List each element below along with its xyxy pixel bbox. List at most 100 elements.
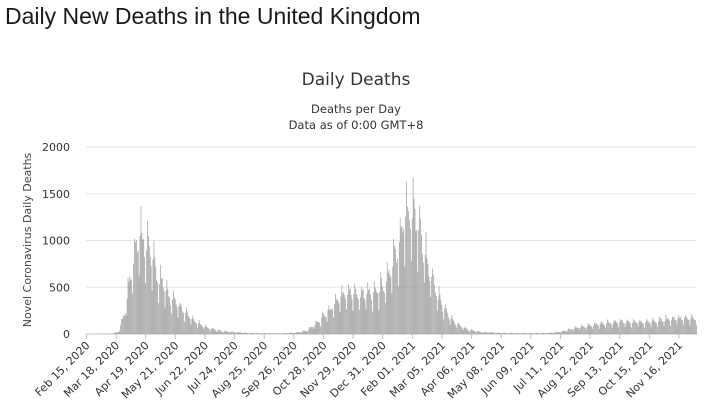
bar: [304, 330, 306, 334]
bar: [605, 327, 607, 334]
bar: [181, 306, 183, 334]
bar: [417, 272, 419, 334]
bar: [149, 256, 151, 334]
bar: [212, 328, 214, 334]
bar: [264, 333, 266, 334]
bar: [367, 281, 369, 334]
bar: [330, 309, 332, 334]
bar: [517, 332, 519, 334]
bar: [661, 321, 663, 334]
bar: [271, 333, 272, 334]
bar: [194, 321, 195, 334]
bar: [166, 280, 168, 334]
bar: [248, 333, 250, 334]
bar: [137, 250, 139, 334]
bar: [397, 258, 398, 334]
bar: [282, 333, 283, 334]
bar: [276, 333, 278, 334]
bar: [538, 333, 540, 334]
bar: [600, 321, 602, 334]
bar: [687, 319, 689, 334]
bar: [152, 259, 154, 334]
bar: [510, 332, 511, 334]
bar: [373, 281, 375, 334]
bar: [608, 321, 609, 334]
bar: [285, 333, 287, 334]
bar: [485, 332, 487, 334]
bar: [622, 322, 624, 334]
bar: [500, 333, 502, 334]
bar: [296, 331, 297, 334]
bar: [211, 328, 213, 334]
bar: [254, 333, 256, 334]
bar: [626, 319, 628, 334]
bar: [426, 258, 428, 334]
bar: [196, 323, 197, 334]
bar: [235, 332, 237, 334]
bar: [682, 320, 683, 334]
bar: [382, 286, 383, 334]
bar: [393, 239, 395, 334]
chart-subtitle-line-1: Deaths per Day: [311, 102, 401, 116]
bar: [270, 333, 271, 334]
bar: [533, 333, 534, 334]
bar: [324, 316, 326, 334]
bar: [348, 289, 350, 334]
bar: [583, 326, 584, 334]
bar: [454, 323, 456, 334]
bar: [308, 329, 309, 334]
bar: [182, 311, 183, 334]
bar: [335, 298, 337, 334]
bar: [322, 311, 323, 334]
bar: [297, 331, 298, 334]
bar: [492, 332, 494, 334]
bar: [409, 220, 410, 334]
bar: [386, 262, 388, 334]
bar: [258, 333, 259, 334]
bar: [593, 325, 594, 334]
bar: [515, 333, 517, 334]
bar: [356, 294, 357, 334]
bar: [346, 308, 347, 334]
bar: [298, 332, 299, 334]
bar: [678, 314, 680, 334]
bar: [625, 322, 627, 334]
bar: [357, 297, 358, 334]
bar: [148, 235, 149, 334]
bar: [641, 321, 643, 334]
bar: [401, 225, 403, 334]
bar: [478, 331, 480, 334]
bar: [355, 288, 357, 334]
page-title: Daily New Deaths in the United Kingdom: [5, 3, 421, 29]
bar: [236, 332, 238, 334]
bar: [160, 264, 161, 334]
bar: [453, 320, 455, 334]
bar: [124, 313, 126, 334]
bar: [528, 333, 530, 334]
bar: [396, 262, 397, 334]
bar: [186, 311, 188, 334]
bar: [604, 325, 606, 334]
bar: [683, 324, 684, 334]
bar: [435, 296, 437, 334]
bar: [451, 314, 453, 334]
bar: [415, 230, 417, 334]
bar: [695, 320, 696, 334]
bar: [165, 291, 167, 334]
bar: [562, 330, 564, 334]
bar: [114, 332, 116, 334]
bar: [431, 276, 432, 334]
bar: [477, 330, 479, 334]
bar: [424, 255, 426, 334]
bar: [494, 332, 495, 334]
bar: [239, 332, 241, 334]
bar: [337, 300, 339, 334]
bar: [447, 317, 449, 334]
bar: [665, 314, 667, 334]
bar: [295, 332, 296, 334]
bar: [340, 296, 342, 334]
bar: [568, 328, 569, 334]
bar: [123, 315, 124, 334]
bar: [366, 293, 368, 334]
bar: [210, 330, 211, 334]
